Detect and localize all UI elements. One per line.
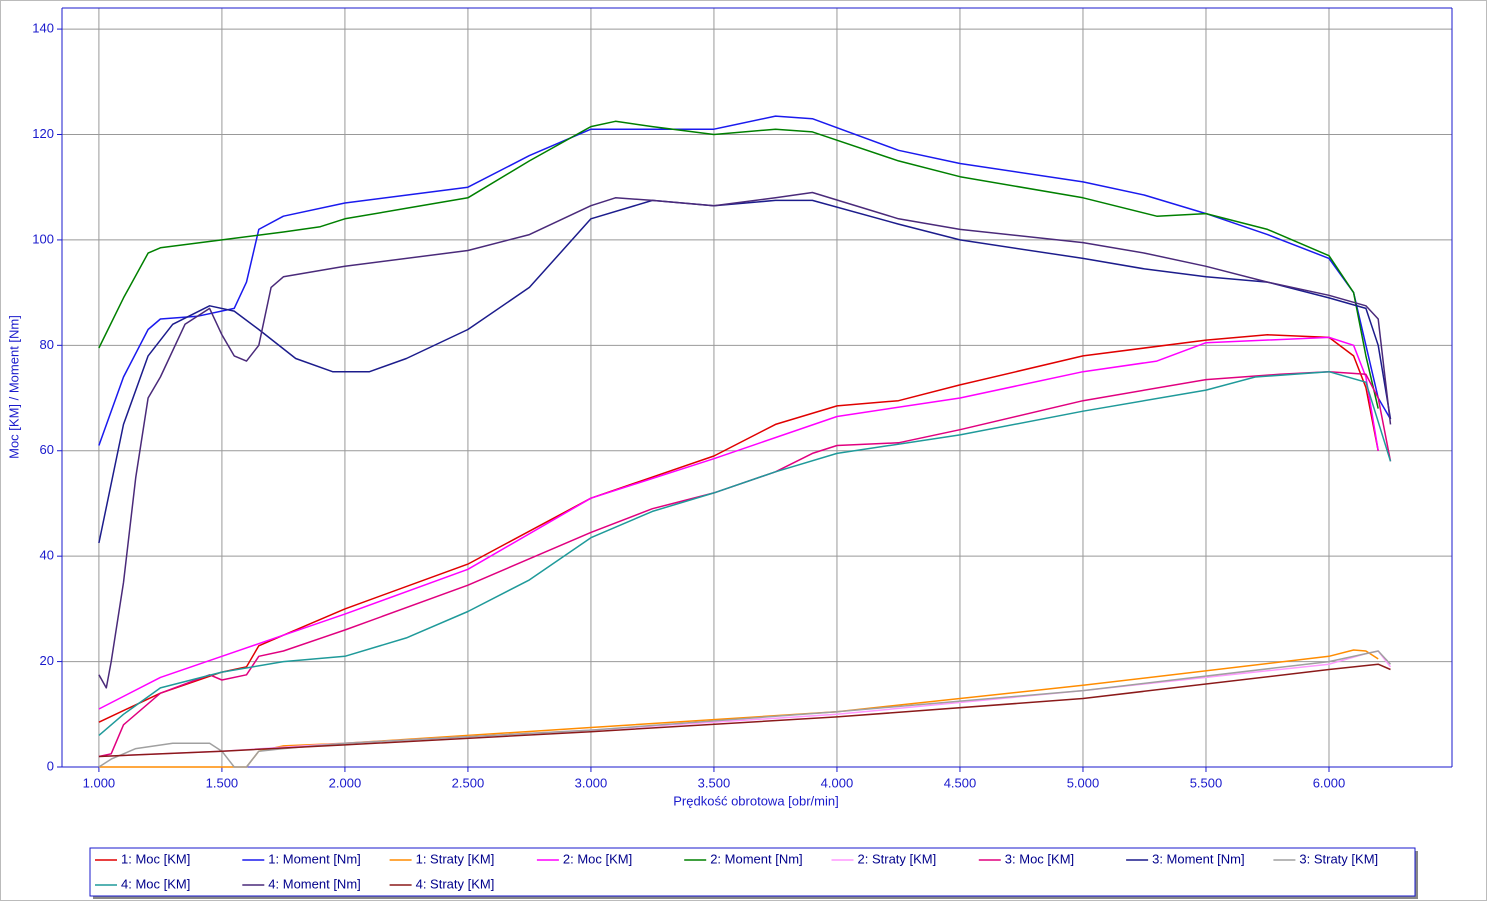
x-tick-label: 1.000: [83, 775, 116, 790]
x-tick-label: 6.000: [1313, 775, 1346, 790]
legend-label: 3: Moment [Nm]: [1152, 851, 1244, 866]
y-tick-label: 40: [40, 548, 54, 563]
y-tick-label: 20: [40, 653, 54, 668]
legend-label: 1: Moc [KM]: [121, 851, 190, 866]
legend-label: 2: Moment [Nm]: [710, 851, 802, 866]
legend-label: 4: Straty [KM]: [416, 876, 495, 891]
y-tick-label: 140: [32, 21, 54, 36]
x-tick-label: 3.500: [698, 775, 731, 790]
y-axis-label: Moc [KM] / Moment [Nm]: [6, 315, 21, 459]
legend-label: 2: Moc [KM]: [563, 851, 632, 866]
legend-label: 1: Moment [Nm]: [268, 851, 360, 866]
legend-label: 3: Moc [KM]: [1005, 851, 1074, 866]
y-tick-label: 120: [32, 126, 54, 141]
y-tick-label: 80: [40, 337, 54, 352]
x-tick-label: 4.000: [821, 775, 854, 790]
legend-label: 4: Moment [Nm]: [268, 876, 360, 891]
y-tick-label: 100: [32, 231, 54, 246]
legend-label: 4: Moc [KM]: [121, 876, 190, 891]
x-tick-label: 1.500: [206, 775, 239, 790]
legend-label: 2: Straty [KM]: [858, 851, 937, 866]
chart: Moc [KM] / Moment [Nm] Prędkość obrotowa…: [0, 0, 1488, 902]
x-tick-label: 5.000: [1067, 775, 1100, 790]
x-tick-label: 5.500: [1190, 775, 1223, 790]
y-tick-label: 60: [40, 442, 54, 457]
x-tick-label: 4.500: [944, 775, 977, 790]
legend-label: 1: Straty [KM]: [416, 851, 495, 866]
x-tick-label: 2.500: [452, 775, 485, 790]
legend-label: 3: Straty [KM]: [1299, 851, 1378, 866]
x-axis-label: Prędkość obrotowa [obr/min]: [673, 793, 838, 808]
x-tick-label: 3.000: [575, 775, 608, 790]
x-tick-label: 2.000: [329, 775, 362, 790]
y-tick-label: 0: [47, 758, 54, 773]
